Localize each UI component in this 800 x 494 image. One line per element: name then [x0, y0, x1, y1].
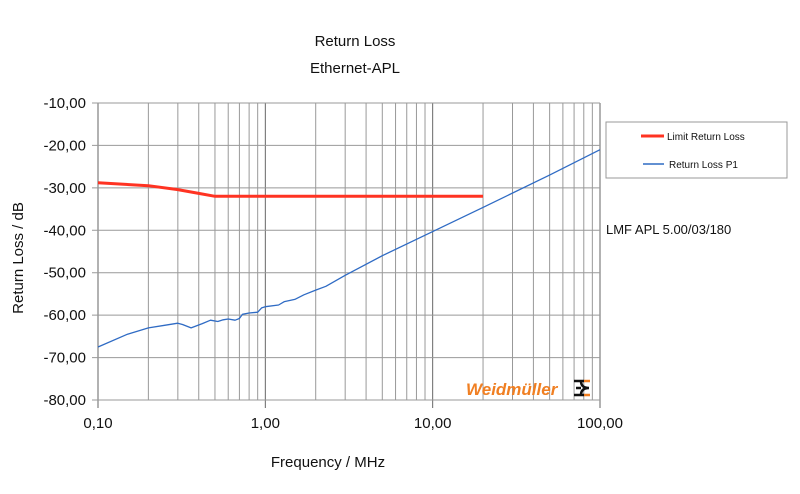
logo-mark-icon: [574, 379, 590, 397]
x-axis-label: Frequency / MHz: [271, 454, 385, 471]
y-tick-label: -10,00: [43, 95, 86, 112]
legend: Limit Return Loss Return Loss P1: [605, 121, 788, 179]
y-tick-label: -60,00: [43, 307, 86, 324]
y-tick-label: -80,00: [43, 392, 86, 409]
x-tick-label: 0,10: [83, 415, 112, 432]
y-tick-label: -20,00: [43, 137, 86, 154]
grid: [92, 102, 601, 408]
weidmuller-logo: Weidmüller: [466, 379, 590, 399]
chart-title: Return Loss: [315, 33, 396, 50]
logo-mark-accent-icon: [584, 379, 590, 397]
chart-subtitle: Ethernet-APL: [310, 60, 400, 77]
y-tick-label: -50,00: [43, 265, 86, 282]
y-tick-label: -30,00: [43, 180, 86, 197]
y-tick-label: -40,00: [43, 222, 86, 239]
series-limit-return-loss: [97, 181, 483, 198]
series-return-loss-p1: [97, 149, 601, 348]
logo-text: Weidmüller: [466, 380, 559, 399]
x-tick-label: 10,00: [414, 415, 452, 432]
legend-label-p1: Return Loss P1: [669, 160, 738, 171]
tick-labels: -10,00 -20,00 -30,00 -40,00 -50,00 -60,00 -70,…: [43, 95, 622, 432]
legend-label-limit: Limit Return Loss: [667, 132, 745, 143]
series-group: [97, 149, 601, 348]
y-axis-label: Return Loss / dB: [10, 202, 27, 314]
x-tick-label: 1,00: [251, 415, 280, 432]
y-tick-label: -70,00: [43, 350, 86, 367]
x-tick-label: 100,00: [577, 415, 623, 432]
product-annotation: LMF APL 5.00/03/180: [606, 222, 731, 237]
